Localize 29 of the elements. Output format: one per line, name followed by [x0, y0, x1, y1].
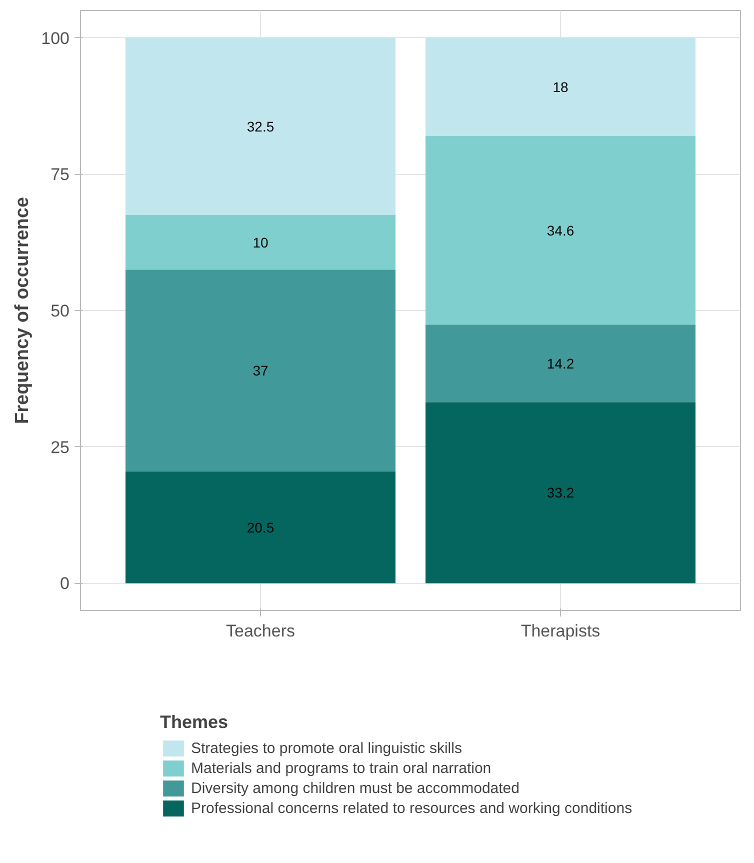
- y-axis-title: Frequency of occurrence: [12, 196, 34, 424]
- bar: [426, 136, 696, 325]
- bar: [126, 38, 396, 216]
- data-label: 34.6: [546, 222, 574, 238]
- data-label: 10: [252, 234, 268, 250]
- y-tick-label: 100: [41, 28, 70, 48]
- data-label: 14.2: [546, 355, 574, 372]
- legend-label: Diversity among children must be accommodated: [191, 778, 520, 798]
- legend-label: Strategies to promote oral linguistic skills: [191, 738, 462, 758]
- bar: [426, 38, 696, 136]
- y-tick-label: 0: [60, 574, 70, 594]
- data-label: 32.5: [246, 118, 274, 134]
- data-label: 18: [552, 78, 568, 95]
- legend-title: Themes: [160, 712, 230, 733]
- legend-label: Professional concerns related to resources and working conditions: [191, 798, 632, 818]
- y-tick-label: 75: [50, 165, 70, 184]
- y-tick-label: 50: [50, 302, 70, 320]
- legend-label: Materials and programs to train oral narration: [191, 758, 492, 778]
- x-tick-label: Teachers: [226, 622, 295, 640]
- x-tick-label: Therapists: [520, 622, 600, 640]
- data-label: 20.5: [246, 519, 274, 536]
- bar: [426, 402, 696, 584]
- data-label: 37: [252, 362, 268, 378]
- bar: [126, 270, 396, 472]
- bar: [426, 324, 696, 402]
- y-tick-label: 25: [50, 438, 70, 457]
- bar: [126, 471, 396, 584]
- bar: [126, 215, 396, 270]
- data-label: 33.2: [546, 484, 574, 501]
